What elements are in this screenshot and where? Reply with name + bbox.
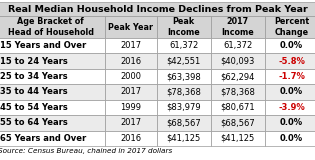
Text: 2000: 2000 (120, 72, 141, 81)
Bar (157, 115, 210, 131)
Text: $41,125: $41,125 (220, 134, 255, 143)
Bar (210, 38, 265, 53)
Text: Peak Year: Peak Year (108, 23, 153, 32)
Text: 55 to 64 Years: 55 to 64 Years (0, 118, 67, 127)
Text: Source: Census Bureau, chained in 2017 dollars: Source: Census Bureau, chained in 2017 d… (0, 148, 173, 154)
Text: 2017: 2017 (120, 118, 141, 127)
Bar (157, 100, 210, 115)
Text: $78,368: $78,368 (220, 88, 255, 96)
Bar (0, 115, 105, 131)
Bar (105, 84, 157, 100)
Text: 0.0%: 0.0% (280, 118, 303, 127)
Bar (157, 84, 210, 100)
Bar (157, 38, 210, 53)
Text: 61,372: 61,372 (169, 41, 198, 50)
Text: 2017: 2017 (120, 41, 141, 50)
Text: -3.9%: -3.9% (278, 103, 305, 112)
Bar (210, 16, 265, 38)
Bar (0, 2, 315, 16)
Bar (210, 100, 265, 115)
Bar (105, 53, 157, 69)
Bar (265, 16, 315, 38)
Bar (265, 69, 315, 84)
Text: $83,979: $83,979 (166, 103, 201, 112)
Bar (105, 69, 157, 84)
Text: 2016: 2016 (120, 57, 141, 66)
Text: $40,093: $40,093 (220, 57, 255, 66)
Bar (210, 53, 265, 69)
Bar (210, 69, 265, 84)
Text: -1.7%: -1.7% (278, 72, 305, 81)
Bar (105, 115, 157, 131)
Text: Peak
Income: Peak Income (167, 17, 200, 36)
Text: 15 to 24 Years: 15 to 24 Years (0, 57, 67, 66)
Text: $42,551: $42,551 (166, 57, 201, 66)
Bar (0, 100, 105, 115)
Text: 35 to 44 Years: 35 to 44 Years (0, 88, 67, 96)
Text: 0.0%: 0.0% (280, 134, 303, 143)
Bar (265, 53, 315, 69)
Bar (0, 69, 105, 84)
Bar (157, 131, 210, 146)
Text: $80,671: $80,671 (220, 103, 255, 112)
Text: 0.0%: 0.0% (280, 88, 303, 96)
Bar (265, 100, 315, 115)
Bar (157, 16, 210, 38)
Bar (0, 84, 105, 100)
Bar (0, 131, 105, 146)
Text: 45 to 54 Years: 45 to 54 Years (0, 103, 67, 112)
Bar (265, 84, 315, 100)
Bar (265, 131, 315, 146)
Text: $68,567: $68,567 (166, 118, 201, 127)
Bar (105, 16, 157, 38)
Text: $62,294: $62,294 (220, 72, 255, 81)
Text: 2017: 2017 (120, 88, 141, 96)
Bar (0, 38, 105, 53)
Bar (0, 53, 105, 69)
Bar (210, 115, 265, 131)
Text: -5.8%: -5.8% (278, 57, 305, 66)
Text: 65 Years and Over: 65 Years and Over (0, 134, 86, 143)
Bar (105, 38, 157, 53)
Text: $78,368: $78,368 (166, 88, 201, 96)
Text: $68,567: $68,567 (220, 118, 255, 127)
Bar (210, 131, 265, 146)
Bar (0, 16, 105, 38)
Bar (157, 69, 210, 84)
Bar (105, 100, 157, 115)
Text: Percent
Change: Percent Change (274, 17, 309, 36)
Bar (157, 53, 210, 69)
Bar (105, 131, 157, 146)
Text: $41,125: $41,125 (166, 134, 201, 143)
Text: 1999: 1999 (120, 103, 141, 112)
Text: 2017
Income: 2017 Income (221, 17, 254, 36)
Text: Real Median Household Income Declines from Peak Year: Real Median Household Income Declines fr… (8, 4, 307, 13)
Bar (210, 84, 265, 100)
Bar (265, 38, 315, 53)
Text: 25 to 34 Years: 25 to 34 Years (0, 72, 67, 81)
Text: 15 Years and Over: 15 Years and Over (0, 41, 86, 50)
Text: 61,372: 61,372 (223, 41, 252, 50)
Bar (265, 115, 315, 131)
Text: 0.0%: 0.0% (280, 41, 303, 50)
Text: 2016: 2016 (120, 134, 141, 143)
Text: Age Bracket of
Head of Household: Age Bracket of Head of Household (8, 17, 94, 36)
Text: $63,398: $63,398 (166, 72, 201, 81)
